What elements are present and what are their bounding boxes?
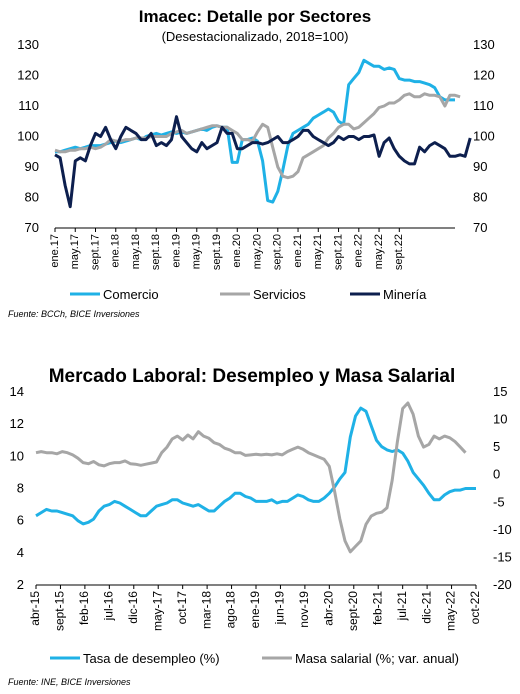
x-tick-label: may.21 [312,234,324,269]
y2-tick-label: -15 [493,549,512,564]
y2-tick-label: -5 [493,494,505,509]
x-tick-label: ene.21 [292,234,304,268]
x-tick-label: may.20 [251,234,263,269]
x-tick-label: feb-16 [77,591,91,625]
x-tick-label: sept.21 [332,234,344,270]
x-tick-label: dic-21 [419,591,433,624]
x-tick-label: nov-19 [297,591,311,628]
x-tick-label: ago-18 [224,591,238,629]
legend-label: Masa salarial (%; var. anual) [295,651,459,666]
x-tick-label: sept.22 [393,234,405,270]
y2-tick-label: 0 [493,467,500,482]
legend-label: Minería [383,287,427,302]
series-line-1 [54,92,461,180]
x-tick-label: sept.18 [150,234,162,270]
y-tick-label: 2 [17,577,24,592]
chart2-title: Mercado Laboral: Desempleo y Masa Salari… [49,366,456,387]
x-tick-label: may.19 [191,234,203,269]
x-tick-label: dic-16 [126,591,140,624]
x-tick-label: may.22 [373,234,385,269]
labor-chart: Mercado Laboral: Desempleo y Masa Salari… [8,366,512,687]
x-tick-label: jul-21 [395,591,409,622]
series-line-2 [54,115,472,209]
series-line-0 [35,406,476,526]
y-tick-label: 8 [17,481,24,496]
legend-label: Comercio [103,287,159,302]
y-tick-label: 70 [25,220,39,235]
chart1-title: Imacec: Detalle por Sectores [139,7,371,26]
y2-tick-label: -20 [493,577,512,592]
chart1-source: Fuente: BCCh, BICE Inversiones [8,309,140,319]
y-tick-label: 80 [25,190,39,205]
chart2-axes: 2 4 6 8 10 12 14 -20 -15 -10 -5 0 5 10 15 abr-15 sept-15… [10,384,512,631]
y-tick-label: 14 [10,384,24,399]
y2-tick-label: 15 [493,384,507,399]
series-line-0 [55,58,455,204]
legend-label: Servicios [253,287,306,302]
x-tick-label: may-22 [444,591,458,631]
x-tick-label: mar-18 [199,591,213,629]
y-tick-label: 120 [17,68,39,83]
x-tick-label: ene.19 [170,234,182,268]
imacec-chart: Imacec: Detalle por Sectores (Desestacio… [8,7,495,319]
y2-tick-label: 80 [473,190,487,205]
x-tick-label: sept-15 [53,591,67,631]
x-tick-label: sept.20 [272,234,284,270]
y2-tick-label: 70 [473,220,487,235]
y-tick-label: 6 [17,513,24,528]
x-tick-label: ene.17 [49,234,61,268]
series-line-1 [35,401,467,554]
x-tick-label: feb-21 [370,591,384,625]
y-tick-label: 90 [25,159,39,174]
y-tick-label: 12 [10,416,24,431]
y2-tick-label: 90 [473,159,487,174]
chart1-lines [54,58,472,209]
x-tick-label: may.18 [130,234,142,269]
y2-tick-label: 10 [493,412,507,427]
chart2-legend: Tasa de desempleo (%) Masa salarial (%; v… [50,651,459,666]
x-tick-label: abr-15 [28,591,42,626]
legend-label: Tasa de desempleo (%) [83,651,220,666]
chart2-source: Fuente: INE, BICE Inversiones [8,677,131,687]
chart1-axes: 70 80 90 100 110 120 130 70 80 90 100 110 120 130 ene.… [17,37,494,270]
x-tick-label: may.17 [69,234,81,269]
x-tick-label: sept.19 [211,234,223,270]
y2-tick-label: 120 [473,68,495,83]
y2-tick-label: 130 [473,37,495,52]
y2-tick-label: 100 [473,129,495,144]
chart1-legend: Comercio Servicios Minería [70,287,427,302]
y-tick-label: 10 [10,448,24,463]
y-tick-label: 100 [17,129,39,144]
x-tick-label: sept-20 [346,591,360,631]
x-tick-label: may-17 [150,591,164,631]
x-tick-label: ene.18 [110,234,122,268]
y-tick-label: 4 [17,545,24,560]
y2-tick-label: -10 [493,522,512,537]
x-tick-label: ene-19 [248,591,262,629]
x-tick-label: abr-20 [322,591,336,626]
x-tick-label: sept.17 [89,234,101,270]
y-tick-label: 110 [18,98,39,113]
x-tick-label: oct-17 [175,591,189,625]
x-tick-label: ene.22 [353,234,365,268]
y2-tick-label: 5 [493,439,500,454]
y2-tick-label: 110 [473,98,494,113]
x-tick-label: ene.20 [231,234,243,268]
x-tick-label: jun-19 [273,591,287,626]
chart2-lines [35,401,476,554]
x-tick-label: jul-16 [102,591,116,622]
x-tick-label: oct-22 [468,591,482,625]
y-tick-label: 130 [17,37,39,52]
chart1-subtitle: (Desestacionalizado, 2018=100) [162,29,349,44]
